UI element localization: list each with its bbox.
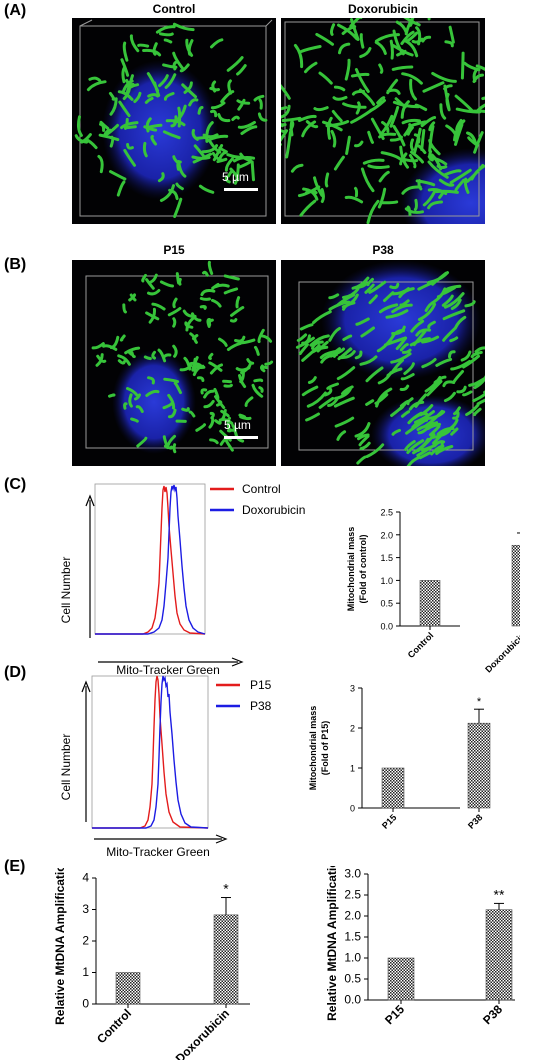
y-tick-label: 3 [82, 902, 89, 916]
panel-label-d: (D) [4, 664, 27, 681]
y-tick-label: 2 [350, 724, 355, 734]
y-tick-label: 2.5 [380, 508, 393, 518]
panel-label-b: (B) [4, 256, 27, 273]
histogram-ylabel: Cell Number [59, 557, 73, 624]
panel-label-a: (A) [4, 2, 27, 19]
y-tick-label: 3.0 [344, 867, 361, 881]
y-tick-label: 2 [82, 934, 89, 948]
y-axis-label: (Fold of control) [358, 535, 368, 604]
bar [485, 909, 513, 1001]
y-tick-label: 2.5 [344, 888, 361, 902]
mitochondria-network [74, 22, 268, 218]
y-tick-label: 1 [82, 965, 89, 979]
bar [381, 767, 405, 809]
y-tick-label: 3 [350, 684, 355, 694]
y-tick-label: 4 [82, 871, 89, 885]
histogram-curve-doxorubicin [95, 484, 206, 635]
scale-bar [224, 436, 258, 439]
y-tick-label: 1.0 [344, 951, 361, 965]
x-tick-label: P38 [480, 1002, 505, 1027]
bar-chart-c: 0.0 0.5 1.0 1.5 2.0 2.5 Mitochondrial mass (Fol… [346, 508, 520, 675]
histogram-d: Cell Number Mito-Tracker Green [59, 675, 228, 859]
y-tick-label: 0.0 [344, 993, 361, 1007]
significance-marker: * [477, 696, 482, 708]
image-title-control: Control [152, 2, 196, 16]
image-title-p38: P38 [372, 243, 394, 257]
micrograph-doxorubicin [281, 18, 485, 224]
y-axis-arrowhead [85, 494, 95, 507]
histogram-curve-p15 [92, 675, 209, 829]
mitochondria-network [281, 18, 485, 224]
bar [115, 972, 141, 1005]
scale-label: 5 µm [224, 418, 251, 432]
y-tick-label: 2.0 [344, 909, 361, 923]
y-axis-label: Relative MtDNA Amplification [325, 866, 339, 1021]
micrograph-p15: 5 µm [72, 260, 276, 466]
panel-label-c: (C) [4, 476, 27, 493]
histogram-xlabel: Mito-Tracker Green [106, 845, 210, 859]
histogram-c: Cell Number Mito-Tracker Green [59, 483, 244, 674]
y-tick-label: 0.5 [344, 972, 361, 986]
y-tick-label: 1.5 [380, 553, 393, 563]
micrograph-p38 [281, 260, 485, 466]
x-tick-label: P15 [380, 812, 398, 830]
y-axis-arrowhead [81, 680, 91, 693]
x-axis-arrowhead [215, 834, 228, 844]
x-tick-label: Control [406, 630, 436, 660]
x-axis-arrowhead [231, 657, 244, 667]
y-tick-label: 1.0 [380, 576, 393, 586]
significance-marker: ** [494, 886, 505, 902]
significance-marker: * [223, 881, 229, 897]
histogram-legend-c: Control Doxorubicin [210, 482, 305, 517]
histogram-curve-p38 [92, 675, 209, 829]
y-tick-label: 0.0 [380, 622, 393, 632]
y-axis-label: (Fold of P15) [320, 721, 330, 776]
histogram-frame [91, 675, 209, 829]
histogram-ylabel: Cell Number [59, 734, 73, 801]
legend-label: P38 [250, 699, 272, 713]
y-tick-label: 1 [350, 764, 355, 774]
y-axis-label: Mitochondrial mass [308, 706, 318, 791]
bar-chart-e-left: 0 1 2 3 4 Relative MtDNA Amplification Control… [53, 868, 250, 1060]
y-tick-label: 0 [350, 804, 355, 814]
image-title-p15: P15 [163, 243, 185, 257]
histogram-xlabel: Mito-Tracker Green [116, 663, 220, 674]
y-axis-label: Relative MtDNA Amplification [53, 868, 67, 1025]
x-tick-label: Doxorubicin [173, 1006, 232, 1060]
bar [387, 957, 415, 1001]
image-title-doxorubicin: Doxorubicin [347, 2, 418, 16]
histogram-curve-control [95, 485, 206, 635]
mitochondria-network [91, 260, 274, 454]
y-tick-label: 0 [82, 997, 89, 1011]
x-tick-label: P15 [382, 1002, 407, 1027]
histogram-legend-d: P15 P38 [216, 678, 272, 713]
bar [467, 722, 491, 809]
x-tick-label: Control [94, 1006, 134, 1046]
bar [213, 914, 239, 1005]
y-tick-label: 2.0 [380, 530, 393, 540]
legend-label: Doxorubicin [242, 503, 305, 517]
histogram-frame [94, 483, 206, 635]
legend-label: P15 [250, 678, 272, 692]
bar-chart-e-right: 0.0 0.5 1.0 1.5 2.0 2.5 3.0 Relative MtDNA Ampl… [325, 866, 515, 1027]
bar-chart-d: 0 1 2 3 Mitochondrial mass (Fold of P15) P15 * P… [308, 684, 491, 831]
micrograph-control: 5 µm [72, 18, 276, 224]
x-tick-label: P38 [466, 812, 484, 830]
panel-label-e: (E) [4, 858, 26, 875]
bar [511, 544, 520, 627]
mitochondria-network [295, 271, 485, 466]
y-axis-label: Mitochondrial mass [346, 527, 356, 612]
scale-bar [224, 188, 258, 191]
legend-label: Control [242, 482, 281, 496]
bar [419, 580, 441, 627]
y-tick-label: 0.5 [380, 599, 393, 609]
x-tick-label: Doxorubicin [483, 630, 520, 674]
y-tick-label: 1.5 [344, 930, 361, 944]
scale-label: 5 µm [222, 170, 249, 184]
